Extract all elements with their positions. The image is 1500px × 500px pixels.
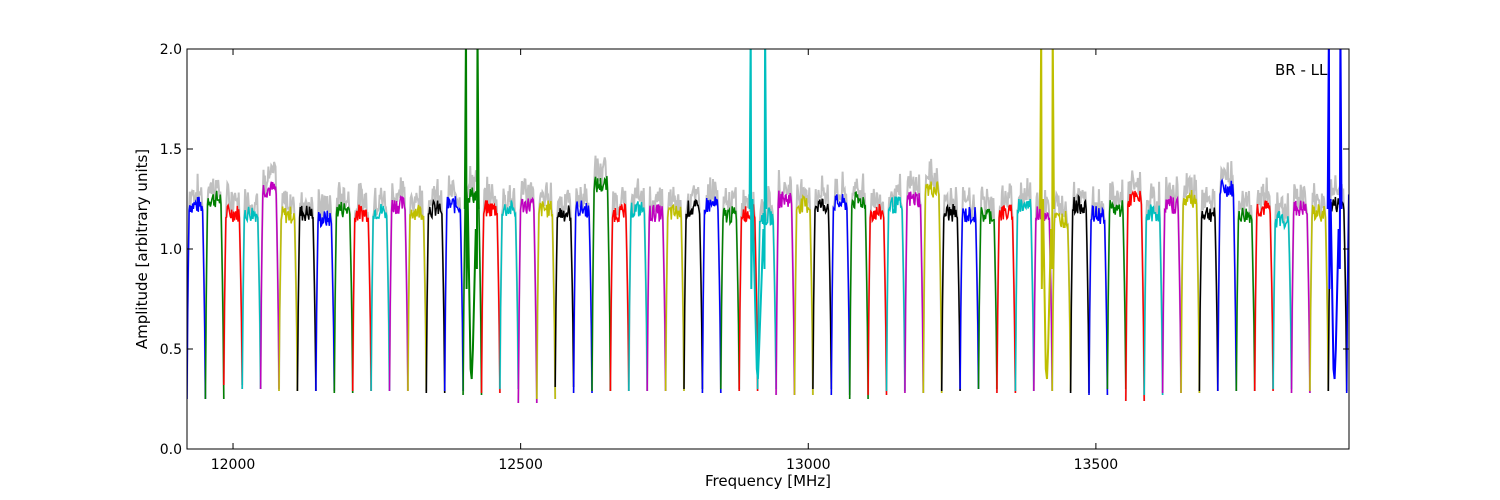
channel-line-4: [259, 181, 280, 390]
background-band-4: [259, 161, 280, 390]
channel-line-57: [1235, 207, 1256, 392]
background-band-36: [848, 173, 870, 400]
background-band-24: [627, 178, 649, 392]
channel-line-20: [554, 205, 575, 388]
plot-frame: [186, 48, 1350, 450]
channel-line-51: [1125, 190, 1145, 402]
ticks-layer: 12000 12500 13000 13500 0.0 0.5 1.0 1.5 2.0: [160, 42, 1349, 473]
channel-line-8: [333, 201, 354, 394]
channel-line-45: [1014, 198, 1035, 392]
channel-line-1: [204, 190, 225, 400]
x-tick-label: 12500: [498, 457, 543, 473]
background-band-62: [1327, 175, 1348, 392]
rfi-spike-0: [463, 49, 480, 380]
channel-line-17: [499, 200, 520, 390]
channel-line-2: [223, 203, 243, 386]
background-band-34: [811, 175, 833, 390]
channel-line-25: [646, 204, 667, 392]
series-layer: [187, 176, 1349, 404]
channel-line-11: [388, 195, 409, 392]
background-band-9: [351, 182, 373, 392]
channel-line-26: [664, 203, 685, 392]
channel-line-39: [904, 191, 925, 394]
background-band-29: [719, 187, 741, 390]
background-band-41: [940, 187, 962, 392]
channel-line-13: [425, 198, 446, 394]
channel-line-14: [443, 196, 464, 392]
x-tick-label: 12000: [211, 457, 256, 473]
channel-line-34: [812, 198, 833, 390]
channel-line-59: [1272, 210, 1293, 390]
y-tick-label: 0.0: [160, 442, 182, 458]
channel-line-60: [1290, 200, 1311, 394]
channel-line-23: [609, 202, 630, 392]
channel-line-12: [407, 204, 428, 392]
channel-line-27: [683, 198, 704, 390]
background-band-17: [498, 185, 520, 390]
channel-line-19: [536, 200, 556, 400]
channel-line-58: [1253, 200, 1274, 392]
annotation-label: BR - LL: [1275, 61, 1328, 79]
y-tick-label: 1.0: [160, 242, 182, 258]
background-band-57: [1235, 190, 1256, 392]
background-band-16: [480, 176, 501, 394]
channel-line-9: [351, 204, 372, 392]
background-band-6: [296, 192, 317, 392]
channel-line-16: [480, 200, 501, 394]
y-tick-label: 2.0: [160, 42, 182, 58]
channel-line-18: [517, 196, 538, 404]
channel-line-53: [1161, 195, 1182, 394]
background-band-11: [388, 177, 409, 392]
channel-line-21: [572, 200, 593, 394]
x-tick-label: 13000: [786, 457, 831, 473]
rfi-spike-1: [748, 49, 768, 380]
channel-line-31: [756, 206, 777, 390]
background-band-59: [1272, 192, 1293, 390]
channel-line-54: [1180, 189, 1201, 394]
channel-line-33: [793, 194, 814, 396]
channel-line-55: [1198, 207, 1219, 392]
channel-line-35: [830, 194, 851, 396]
channel-line-44: [996, 204, 1017, 394]
channel-line-10: [370, 203, 391, 392]
spike-layer: [463, 49, 1343, 380]
rfi-spike-2: [1039, 49, 1055, 380]
background-band-33: [793, 179, 814, 396]
channel-line-32: [775, 190, 796, 396]
channel-line-7: [315, 210, 336, 392]
x-axis-title: Frequency [MHz]: [705, 472, 831, 490]
rfi-spike-3: [1326, 49, 1343, 380]
channel-line-28: [701, 196, 722, 394]
channel-line-47: [1051, 210, 1072, 392]
channel-line-6: [296, 205, 317, 392]
channel-line-41: [940, 203, 961, 392]
channel-line-40: [922, 181, 943, 394]
y-axis-title: Amplitude [arbitrary units]: [133, 149, 151, 349]
channel-line-0: [187, 196, 207, 400]
channel-line-43: [977, 207, 998, 390]
channel-line-29: [720, 206, 740, 390]
channel-line-52: [1143, 204, 1164, 396]
channel-line-22: [591, 176, 612, 392]
y-tick-label: 0.5: [160, 342, 182, 358]
channel-line-24: [628, 201, 648, 392]
channel-line-36: [848, 190, 869, 400]
channel-line-50: [1106, 200, 1127, 390]
background-band-43: [977, 186, 998, 390]
channel-line-3: [241, 206, 262, 390]
channel-line-5: [278, 206, 299, 392]
channel-line-38: [885, 196, 906, 392]
channel-line-61: [1309, 204, 1330, 392]
channel-line-49: [1088, 205, 1109, 396]
channel-line-42: [959, 206, 980, 390]
y-tick-label: 1.5: [160, 142, 182, 158]
x-tick-label: 13500: [1074, 457, 1119, 473]
channel-line-37: [867, 203, 888, 396]
channel-line-48: [1069, 194, 1090, 394]
channel-line-56: [1217, 178, 1238, 392]
channel-line-30: [738, 204, 759, 392]
